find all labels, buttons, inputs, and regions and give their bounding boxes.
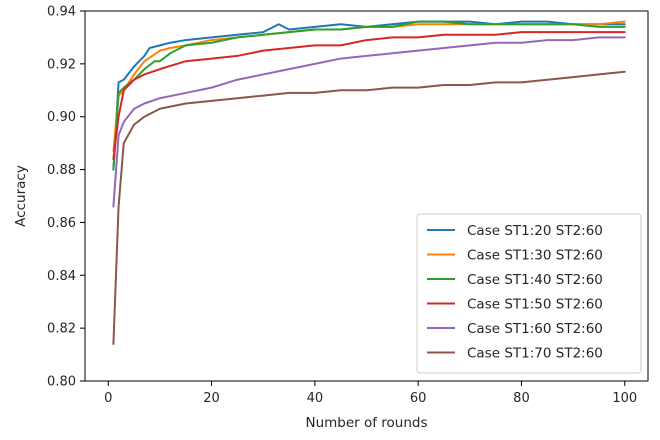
x-tick-label: 0 [104, 391, 112, 406]
legend-label-5: Case ST1:60 ST2:60 [467, 321, 603, 337]
y-tick-label: 0.92 [47, 57, 76, 72]
legend-box [416, 213, 642, 374]
legend-label-6: Case ST1:70 ST2:60 [467, 346, 603, 362]
legend-label-1: Case ST1:20 ST2:60 [467, 223, 603, 239]
legend-label-2: Case ST1:30 ST2:60 [467, 248, 603, 264]
x-tick-label: 100 [612, 391, 637, 406]
series-lines [112, 20, 626, 345]
y-axis-label: Accuracy [13, 165, 29, 227]
series-line-5 [112, 36, 626, 208]
y-tick-label: 0.90 [47, 110, 76, 125]
y-tick-label: 0.88 [47, 163, 76, 178]
series-line-6 [112, 70, 626, 345]
legend: Case ST1:20 ST2:60 Case ST1:30 ST2:60 Case… [416, 213, 642, 374]
y-tick-label: 0.84 [47, 269, 76, 284]
y-tick-label: 0.86 [47, 216, 76, 231]
x-tick-label: 20 [203, 391, 220, 406]
x-tick-label: 40 [307, 391, 324, 406]
series-line-4 [112, 31, 626, 160]
axes-frame [84, 10, 649, 382]
legend-label-4: Case ST1:50 ST2:60 [467, 297, 603, 313]
series-line-1 [112, 20, 626, 171]
y-tick-label: 0.80 [47, 375, 76, 390]
axes: 0 20 40 60 80 100 0.80 0.82 0.84 0.86 0.88 0.90 0.92… [13, 5, 649, 431]
x-tick-label: 80 [513, 391, 530, 406]
y-tick-label: 0.94 [47, 5, 76, 20]
x-axis-label: Number of rounds [305, 415, 427, 431]
y-tick-label: 0.82 [47, 322, 76, 337]
x-tick-label: 60 [410, 391, 427, 406]
series-line-3 [112, 20, 626, 171]
legend-label-3: Case ST1:40 ST2:60 [467, 272, 603, 288]
